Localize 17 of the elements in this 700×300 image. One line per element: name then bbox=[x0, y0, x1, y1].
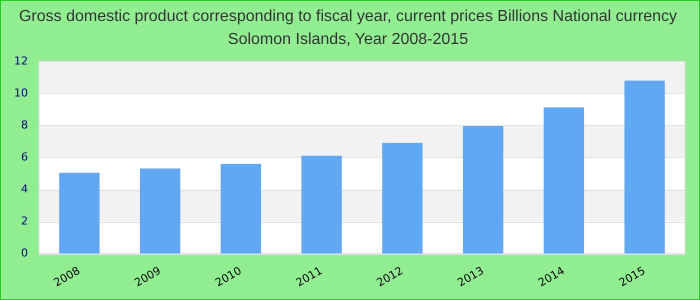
y-tick-label: 12 bbox=[14, 54, 28, 68]
bar bbox=[140, 168, 180, 254]
y-tick-label: 2 bbox=[20, 214, 28, 228]
bar bbox=[544, 107, 584, 254]
chart-title: Gross domestic product corresponding to fiscal year, current prices Billions National currency bbox=[18, 8, 678, 26]
y-tick-label: 8 bbox=[20, 118, 28, 132]
bar bbox=[382, 142, 423, 254]
bar bbox=[462, 126, 504, 254]
chart-subtitle: Solomon Islands, Year 2008-2015 bbox=[228, 31, 468, 48]
y-tick-label: 10 bbox=[14, 86, 28, 100]
bar bbox=[59, 172, 100, 254]
bar bbox=[624, 80, 665, 254]
y-tick-label: 4 bbox=[20, 182, 28, 196]
y-tick-label: 6 bbox=[20, 150, 28, 164]
y-tick-label: 0 bbox=[20, 246, 28, 260]
bar bbox=[301, 156, 342, 254]
bar bbox=[220, 164, 262, 254]
